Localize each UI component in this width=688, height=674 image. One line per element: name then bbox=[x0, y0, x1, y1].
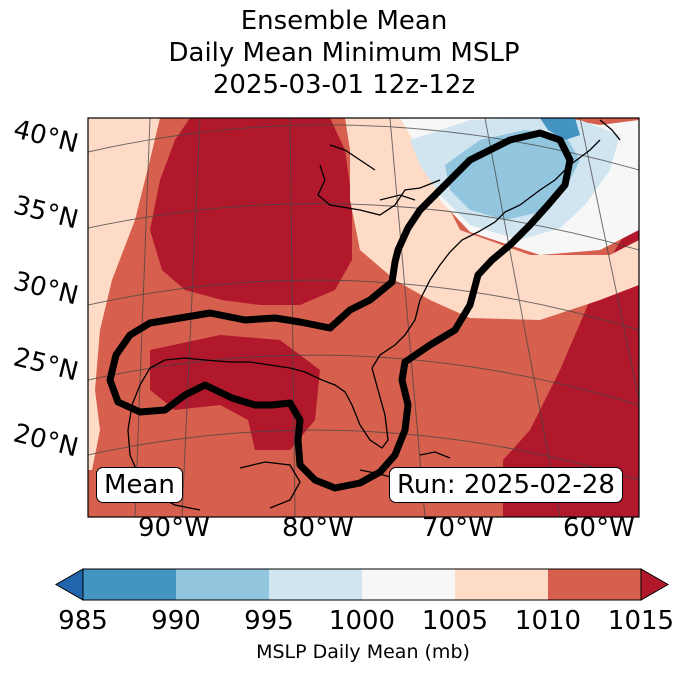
lon-label-80w: 80°W bbox=[282, 513, 354, 543]
colorbar-bin-990-995 bbox=[176, 569, 270, 600]
colorbar-tick-1000: 1000 bbox=[328, 606, 396, 636]
colorbar-bin-995-1000 bbox=[269, 569, 363, 600]
field-1005-1010-west bbox=[88, 118, 160, 470]
colorbar-bin-985-990 bbox=[83, 569, 177, 600]
colorbar-extend-max bbox=[640, 568, 670, 601]
title-line-1: Ensemble Mean bbox=[240, 6, 448, 36]
ensemble-contour bbox=[106, 129, 574, 492]
colorbar bbox=[54, 568, 670, 601]
colorbar-bin-1005-1010 bbox=[455, 569, 549, 600]
colorbar-tick-995: 995 bbox=[244, 606, 294, 636]
title-line-3: 2025-03-01 12z-12z bbox=[212, 70, 476, 100]
colorbar-tick-1005: 1005 bbox=[421, 606, 489, 636]
lon-label-60w: 60°W bbox=[563, 513, 635, 543]
colorbar-extend-min bbox=[54, 568, 84, 601]
colorbar-bin-1010-1015 bbox=[548, 569, 642, 600]
field-985-990 bbox=[540, 118, 580, 140]
colorbar-label: MSLP Daily Mean (mb) bbox=[256, 641, 470, 663]
colorbar-tick-990: 990 bbox=[151, 606, 201, 636]
colorbar-tick-985: 985 bbox=[58, 606, 108, 636]
field-above-1015-central bbox=[150, 118, 352, 305]
colorbar-tick-1010: 1010 bbox=[514, 606, 582, 636]
lon-label-90w: 90°W bbox=[138, 513, 210, 543]
colorbar-bin-1000-1005 bbox=[362, 569, 456, 600]
mslp-map bbox=[87, 117, 640, 518]
field-above-1015-gulf bbox=[150, 335, 320, 450]
mean-label-box: Mean bbox=[96, 467, 183, 503]
colorbar-tick-1015: 1015 bbox=[607, 606, 675, 636]
title-line-2: Daily Mean Minimum MSLP bbox=[168, 38, 520, 68]
lon-label-70w: 70°W bbox=[422, 513, 494, 543]
run-date-box: Run: 2025-02-28 bbox=[389, 467, 623, 503]
field-1005-1010-east bbox=[345, 118, 639, 320]
